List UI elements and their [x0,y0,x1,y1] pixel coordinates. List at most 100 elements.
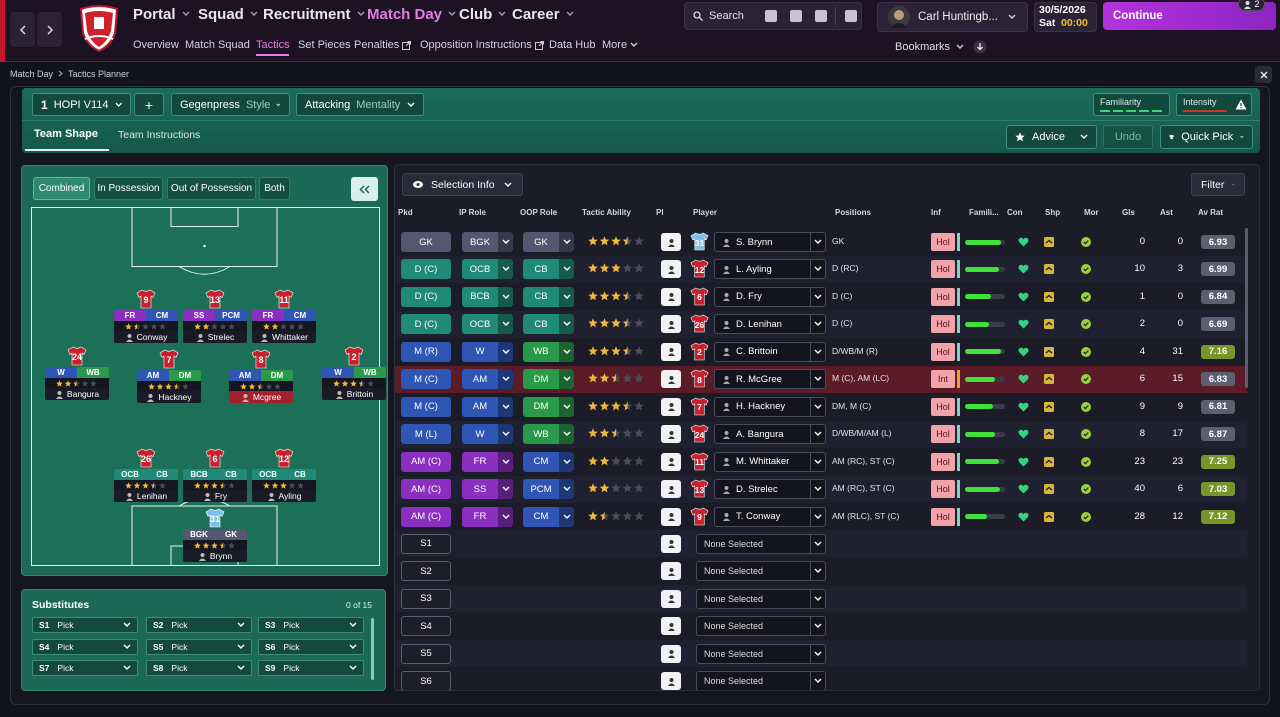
player-select[interactable]: R. McGree [714,369,826,390]
player-select[interactable]: D. Strelec [714,479,826,500]
column-header[interactable]: Gls [1122,208,1135,217]
player-select[interactable]: None Selected [696,671,826,690]
picked-position[interactable]: S3 [401,588,451,609]
player-select[interactable]: C. Brittoin [714,341,826,362]
role-select[interactable]: WB [523,341,574,362]
player-name-box[interactable]: Whittaker [252,331,316,343]
sub-nav-item[interactable]: Data Hub [549,38,595,52]
role-select[interactable]: CB [523,314,574,335]
intensity-box[interactable]: Intensity [1176,93,1252,116]
filter-button[interactable]: Filter [1191,173,1245,196]
role-select[interactable]: BCB [462,286,513,307]
role-select[interactable]: OCB [462,314,513,335]
sub-nav-item[interactable]: Set Pieces [298,38,351,52]
substitute-slot[interactable]: S6 Pick [258,638,364,655]
player-name-box[interactable]: Strelec [183,331,247,343]
tab[interactable]: Team Instructions [118,129,201,141]
picked-position[interactable]: S5 [401,643,451,664]
role-select[interactable]: W [462,424,513,445]
player-instructions-button[interactable] [661,562,681,581]
player-select[interactable]: T. Conway [714,506,826,527]
player-name-box[interactable]: Brynn [183,550,247,562]
picked-position[interactable]: AM (C) [401,451,451,472]
role-select[interactable]: FR [462,451,513,472]
column-header[interactable]: Con [1007,208,1023,217]
player-name-box[interactable]: Mcgree [229,391,293,403]
player-instructions-button[interactable] [661,315,681,334]
main-nav-item[interactable]: Club [459,3,506,25]
column-header[interactable]: Av Rat [1198,208,1224,217]
player-instructions-button[interactable] [661,644,681,663]
substitute-slot[interactable]: S5 Pick [146,638,252,655]
player-select[interactable]: None Selected [696,561,826,582]
column-header[interactable]: Shp [1045,208,1061,217]
player-select[interactable]: D. Fry [714,286,826,307]
column-header[interactable]: PI [656,208,664,217]
toolbar-icon-button[interactable] [790,10,802,22]
column-header[interactable]: OOP Role [520,208,558,217]
role-select[interactable]: PCM [523,479,574,500]
role-select[interactable]: SS [462,479,513,500]
player-instructions-button[interactable] [661,617,681,636]
undo-button[interactable]: Undo [1103,125,1153,149]
substitute-slot[interactable]: S3 Pick [258,617,364,633]
role-select[interactable]: CB [523,259,574,280]
main-nav-item[interactable]: Career [512,3,574,25]
player-name-box[interactable]: Ayling [252,490,316,502]
player-instructions-button[interactable] [661,233,681,251]
picked-position[interactable]: M (L) [401,424,451,445]
player-select[interactable]: None Selected [696,616,826,637]
column-header[interactable]: Positions [835,208,872,217]
role-select[interactable]: CM [523,451,574,472]
view-mode-tab[interactable]: Out of Possession [167,177,256,200]
search-button[interactable]: Search [693,3,755,29]
player-instructions-button[interactable] [661,260,681,279]
role-select[interactable]: DM [523,396,574,417]
player-select[interactable]: None Selected [696,533,826,554]
player-select[interactable]: A. Bangura [714,424,826,445]
role-select[interactable]: CB [523,286,574,307]
role-select[interactable]: FR [462,506,513,527]
picked-position[interactable]: S2 [401,561,451,582]
advice-button[interactable]: Advice [1006,125,1097,149]
player-select[interactable]: D. Lenihan [714,314,826,335]
tactic-select[interactable]: 1 HOPI V114 [32,93,131,116]
familiarity-box[interactable]: Familiarity [1093,93,1170,116]
role-select[interactable]: BGK [462,232,513,252]
player-select[interactable]: M. Whittaker [714,451,826,472]
toolbar-icon-button[interactable] [765,10,777,22]
sub-nav-item[interactable]: Opposition Instructions [420,38,544,52]
player-instructions-button[interactable] [661,370,681,389]
role-select[interactable]: AM [462,396,513,417]
player-select[interactable]: None Selected [696,643,826,664]
player-name-box[interactable]: Hackney [137,391,201,403]
picked-position[interactable]: M (C) [401,396,451,417]
close-button[interactable] [1255,66,1272,83]
toolbar-icon-button[interactable] [815,10,827,22]
tab[interactable]: Team Shape [34,128,98,140]
substitute-slot[interactable]: S8 Pick [146,660,252,676]
collapse-button[interactable] [351,177,378,201]
main-nav-item[interactable]: Squad [198,3,258,25]
bookmarks[interactable]: Bookmarks [895,40,964,54]
substitute-slot[interactable]: S2 Pick [146,617,252,633]
toolbar-icon-button[interactable] [845,10,857,22]
sub-nav-item[interactable]: More [602,38,638,52]
player-select[interactable]: L. Ayling [714,259,826,280]
selection-info-button[interactable]: Selection Info [402,173,523,196]
substitute-slot[interactable]: S4 Pick [32,638,138,655]
column-header[interactable]: Ast [1160,208,1173,217]
player-select[interactable]: None Selected [696,588,826,609]
picked-position[interactable]: S1 [401,533,451,554]
main-nav-item[interactable]: Match Day [367,3,456,25]
picked-position[interactable]: M (C) [401,369,451,390]
player-name-box[interactable]: Lenihan [114,490,178,502]
player-instructions-button[interactable] [661,507,681,526]
player-instructions-button[interactable] [661,397,681,416]
player-name-box[interactable]: Conway [114,331,178,343]
player-select[interactable]: S. Brynn [714,232,826,252]
nav-arrow[interactable] [37,12,62,47]
sub-nav-item[interactable]: Overview [133,38,179,52]
player-instructions-button[interactable] [661,534,681,553]
view-mode-tab[interactable]: Both [259,177,290,200]
